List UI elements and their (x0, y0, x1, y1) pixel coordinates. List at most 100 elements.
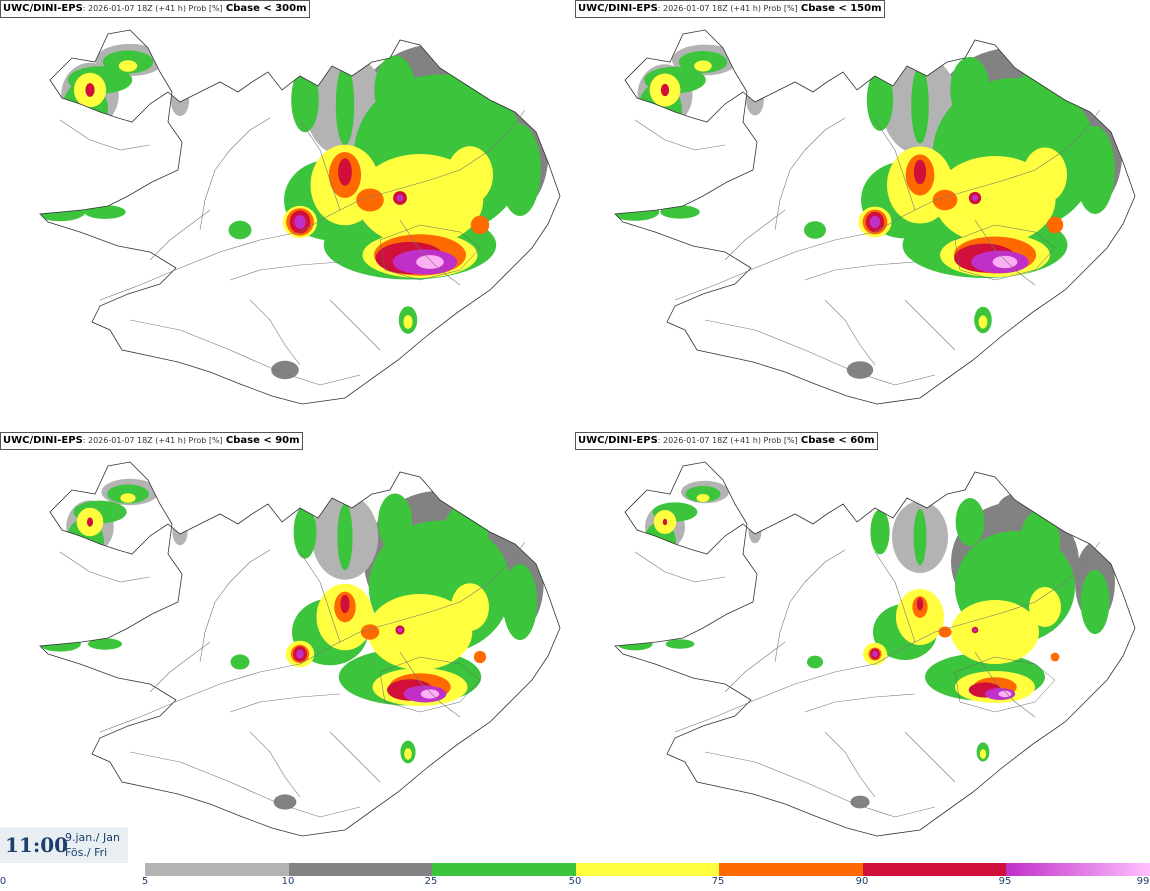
probability-area (502, 564, 538, 640)
probability-area (416, 255, 444, 269)
probability-area (979, 749, 987, 759)
glacier-outline (954, 656, 1056, 713)
road-line (974, 219, 1036, 286)
coastline (39, 29, 561, 405)
road-line (1004, 541, 1101, 613)
probability-area (913, 159, 927, 185)
panel-title: UWC/DINI-EPS: 2026-01-07 18Z (+41 h) Pro… (0, 0, 310, 18)
valid-time-clock: 11:00 (5, 833, 69, 857)
colorbar-segment (145, 863, 289, 876)
map-panel-90m: UWC/DINI-EPS: 2026-01-07 18Z (+41 h) Pro… (0, 432, 575, 862)
probability-area (451, 583, 489, 631)
probability-area (138, 116, 162, 144)
probability-field (617, 480, 1115, 809)
probability-area (746, 84, 764, 116)
colorbar-segment (862, 863, 1007, 876)
probability-area (296, 649, 304, 659)
road-line (59, 551, 151, 583)
colorbar-tick-label: 99 (1136, 876, 1150, 887)
map-panel-150m: UWC/DINI-EPS: 2026-01-07 18Z (+41 h) Pro… (575, 0, 1150, 430)
probability-area (335, 64, 355, 146)
probability-area (374, 55, 416, 125)
probability-area (228, 220, 252, 240)
colorbar-tick-label: 10 (281, 876, 295, 887)
colorbar-segment (1006, 863, 1150, 876)
road-line (674, 231, 876, 301)
road-line (99, 231, 301, 301)
road-line (299, 119, 341, 211)
probability-area (971, 194, 979, 202)
valid-weekday: Fös./ Fri (65, 846, 108, 859)
probability-area (938, 626, 952, 638)
valid-time-box: 11:00 9.jan./ Jan Fös./ Fri (0, 827, 128, 863)
road-line (199, 117, 271, 231)
probability-area (978, 315, 988, 329)
road-line (904, 731, 956, 783)
probability-area (396, 194, 404, 202)
probability-field (615, 44, 1123, 379)
road-line (399, 219, 461, 286)
probability-area (807, 655, 823, 669)
road-line (399, 651, 461, 718)
probability-area (1080, 570, 1110, 634)
road-line (429, 541, 526, 613)
probability-area (714, 116, 736, 144)
probability-area (420, 689, 440, 699)
colorbar-tick-label: 25 (424, 876, 438, 887)
probability-area (170, 83, 190, 117)
road-line (299, 179, 431, 233)
road-line (429, 109, 526, 181)
iceland-map-90m (39, 461, 561, 837)
road-line (634, 119, 726, 151)
probability-area (293, 505, 317, 559)
iceland-map-300m (39, 29, 561, 405)
probability-area (340, 594, 350, 614)
iceland-map-60m (614, 461, 1136, 837)
road-line (59, 119, 151, 151)
road-line (99, 663, 301, 733)
road-line (874, 179, 1006, 233)
road-line (904, 299, 956, 351)
probability-area (694, 60, 712, 72)
coastline (39, 461, 561, 837)
colorbar-tick-label: 0 (0, 876, 7, 887)
coastline (614, 29, 1136, 405)
valid-date: 9.jan./ Jan (65, 831, 120, 844)
road-line (199, 549, 271, 663)
probability-area (87, 638, 123, 650)
probability-area (337, 503, 353, 571)
probability-area (120, 493, 136, 503)
probability-area (338, 158, 352, 186)
probability-area (1020, 510, 1060, 574)
road-line (704, 751, 936, 818)
colorbar-segment (575, 863, 720, 876)
road-line (874, 119, 916, 211)
road-line (299, 551, 341, 643)
probability-area (230, 654, 250, 670)
road-line (299, 611, 431, 665)
glacier-outline (379, 656, 481, 713)
probability-area (447, 146, 493, 204)
probability-area (397, 627, 403, 633)
probability-area (84, 205, 126, 219)
panel-title: UWC/DINI-EPS: 2026-01-07 18Z (+41 h) Pro… (575, 432, 878, 450)
panel-title: UWC/DINI-EPS: 2026-01-07 18Z (+41 h) Pro… (575, 0, 885, 18)
colorbar-segment (432, 863, 576, 876)
probability-area (1050, 652, 1060, 662)
road-line (774, 117, 846, 231)
probability-area (872, 650, 878, 658)
panel-title: UWC/DINI-EPS: 2026-01-07 18Z (+41 h) Pro… (0, 432, 303, 450)
probability-area (869, 215, 881, 229)
road-line (229, 261, 341, 281)
road-line (229, 693, 341, 713)
road-line (874, 611, 1006, 665)
probability-area (806, 53, 824, 87)
probability-area (140, 550, 160, 574)
probability-area (271, 360, 299, 380)
probability-area (660, 205, 700, 219)
probability-area (911, 66, 929, 144)
probability-area (118, 60, 138, 72)
probability-area (808, 490, 822, 514)
probability-area (913, 509, 927, 565)
probability-area (232, 487, 248, 517)
